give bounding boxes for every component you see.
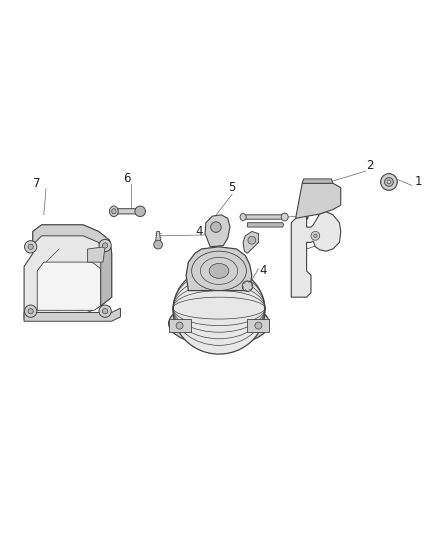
Polygon shape	[186, 247, 252, 290]
Ellipse shape	[169, 302, 269, 345]
Text: 5: 5	[229, 181, 236, 194]
Ellipse shape	[240, 214, 246, 221]
Ellipse shape	[110, 206, 118, 216]
Polygon shape	[247, 223, 284, 227]
Circle shape	[248, 236, 256, 244]
Circle shape	[25, 305, 37, 317]
Polygon shape	[169, 319, 191, 332]
Polygon shape	[88, 247, 105, 262]
Circle shape	[211, 222, 221, 232]
Text: 6: 6	[123, 172, 131, 185]
Ellipse shape	[385, 177, 393, 187]
Circle shape	[242, 281, 253, 292]
Polygon shape	[155, 231, 161, 243]
Polygon shape	[114, 209, 140, 214]
Circle shape	[99, 239, 111, 252]
Polygon shape	[243, 215, 287, 219]
Text: 4: 4	[259, 264, 267, 277]
Polygon shape	[37, 262, 101, 310]
Polygon shape	[243, 231, 258, 253]
Text: 4: 4	[195, 225, 203, 238]
Circle shape	[255, 322, 262, 329]
Polygon shape	[24, 308, 120, 321]
Polygon shape	[24, 225, 112, 319]
Text: 3: 3	[301, 209, 308, 223]
Ellipse shape	[381, 174, 397, 190]
Circle shape	[176, 322, 183, 329]
Circle shape	[25, 241, 37, 253]
Text: 2: 2	[366, 159, 374, 172]
Circle shape	[102, 309, 108, 314]
Circle shape	[314, 234, 317, 238]
Circle shape	[28, 309, 33, 314]
Circle shape	[99, 305, 111, 317]
Circle shape	[28, 244, 33, 249]
Polygon shape	[247, 319, 269, 332]
Polygon shape	[205, 215, 230, 247]
Polygon shape	[296, 183, 341, 219]
Circle shape	[311, 231, 320, 240]
Ellipse shape	[173, 266, 265, 354]
Ellipse shape	[112, 209, 116, 214]
Circle shape	[102, 243, 108, 248]
Ellipse shape	[281, 213, 288, 221]
Circle shape	[154, 240, 162, 249]
Ellipse shape	[209, 263, 229, 278]
Text: 1: 1	[414, 175, 422, 188]
Circle shape	[135, 206, 145, 216]
Text: 7: 7	[33, 177, 41, 190]
Polygon shape	[101, 240, 112, 306]
Ellipse shape	[387, 180, 391, 184]
Polygon shape	[291, 212, 341, 297]
Polygon shape	[302, 179, 333, 183]
Polygon shape	[33, 225, 112, 253]
